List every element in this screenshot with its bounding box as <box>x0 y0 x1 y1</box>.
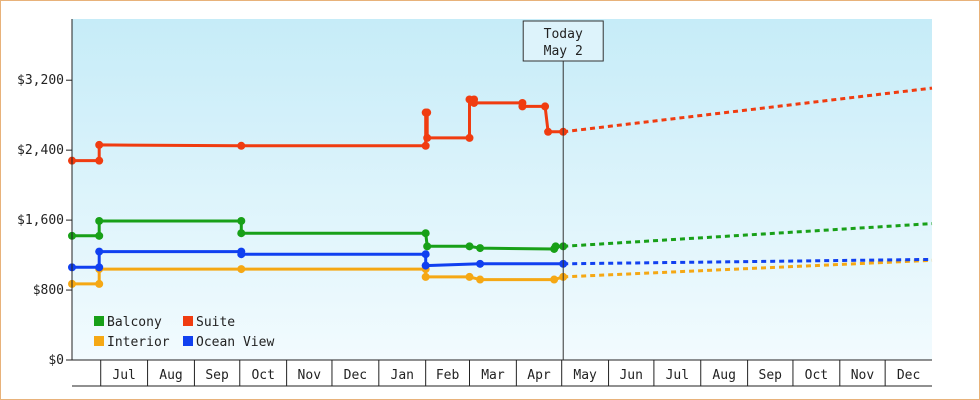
data-point <box>476 244 485 253</box>
x-tick-label: Nov <box>298 368 322 383</box>
x-tick-label: Nov <box>851 368 875 383</box>
legend-swatch <box>94 336 104 346</box>
x-tick-label: Jan <box>391 368 414 383</box>
data-point <box>95 140 104 149</box>
data-point <box>421 250 430 259</box>
x-tick-label: Mar <box>481 368 505 383</box>
today-box <box>522 20 604 62</box>
x-tick-label: Jul <box>112 368 135 383</box>
data-point <box>465 242 474 251</box>
x-tick-label: Aug <box>712 368 735 383</box>
x-tick-label: Aug <box>159 368 182 383</box>
data-point <box>470 98 479 107</box>
data-point <box>95 279 104 288</box>
x-tick-label: Sep <box>205 368 229 383</box>
y-tick-label: $0 <box>48 353 64 368</box>
data-point <box>237 229 246 238</box>
x-tick-label: Feb <box>436 368 460 383</box>
legend-swatch <box>183 316 193 326</box>
series-forecast-line <box>563 258 933 279</box>
series-forecast-line <box>563 222 933 248</box>
data-point <box>551 242 560 251</box>
data-point <box>421 229 430 238</box>
today-date: May 2 <box>544 44 583 59</box>
data-point <box>421 141 430 150</box>
data-point <box>237 141 246 150</box>
x-tick-label: Jul <box>666 368 689 383</box>
series-forecast-line <box>563 86 933 134</box>
x-tick-label: Oct <box>805 368 828 383</box>
data-point <box>465 133 474 142</box>
y-tick-label: $2,400 <box>17 143 64 158</box>
x-tick-label: Oct <box>251 368 274 383</box>
series-forecast-line <box>563 257 933 266</box>
data-point <box>95 216 104 225</box>
legend-label: Balcony <box>107 315 162 330</box>
data-point <box>541 102 550 111</box>
today-label: Today <box>544 27 583 42</box>
plot-background <box>72 19 932 360</box>
y-tick-label: $800 <box>33 283 64 298</box>
x-tick-label: Apr <box>527 368 551 383</box>
data-point <box>544 127 553 136</box>
legend-swatch <box>94 316 104 326</box>
y-tick-label: $1,600 <box>17 213 64 228</box>
data-point <box>237 250 246 259</box>
data-point <box>421 261 430 270</box>
data-point <box>465 272 474 281</box>
legend-label: Ocean View <box>196 335 274 350</box>
x-tick-label: May <box>573 368 597 383</box>
data-point <box>95 263 104 272</box>
data-point <box>518 102 527 111</box>
data-point <box>423 133 432 142</box>
data-point <box>237 216 246 225</box>
data-point <box>95 231 104 240</box>
x-tick-label: Dec <box>344 368 367 383</box>
data-point <box>550 275 559 284</box>
data-point <box>423 242 432 251</box>
data-point <box>237 265 246 274</box>
legend-label: Suite <box>196 315 235 330</box>
legend-swatch <box>183 336 193 346</box>
y-tick-label: $3,200 <box>17 73 64 88</box>
x-tick-label: Sep <box>759 368 783 383</box>
data-point <box>421 272 430 281</box>
legend-label: Interior <box>107 335 170 350</box>
x-tick-label: Jun <box>619 368 642 383</box>
data-point <box>476 259 485 268</box>
data-point <box>95 156 104 165</box>
data-point <box>423 108 432 117</box>
data-point <box>476 275 485 284</box>
data-point <box>95 247 104 256</box>
x-tick-label: Dec <box>897 368 920 383</box>
